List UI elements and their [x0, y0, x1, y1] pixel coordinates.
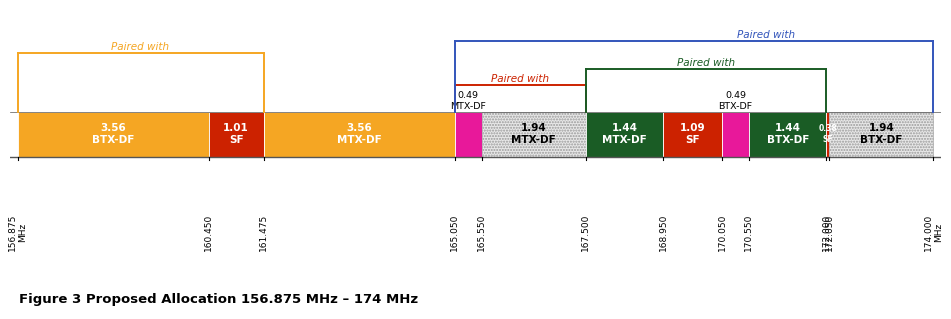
- Text: Paired with: Paired with: [492, 74, 550, 84]
- Bar: [664, 112, 722, 157]
- Text: Paired with: Paired with: [677, 58, 735, 68]
- Bar: [17, 112, 208, 157]
- Text: 1.09
SF: 1.09 SF: [680, 123, 706, 145]
- Bar: [263, 112, 455, 157]
- Bar: [208, 112, 263, 157]
- Bar: [829, 112, 934, 157]
- Bar: [586, 112, 664, 157]
- Text: 0.49
MTX-DF: 0.49 MTX-DF: [450, 91, 486, 111]
- Bar: [722, 112, 749, 157]
- Bar: [826, 112, 829, 157]
- Text: 1.01
SF: 1.01 SF: [223, 123, 249, 145]
- Text: 1.94
MTX-DF: 1.94 MTX-DF: [512, 123, 556, 145]
- Text: Paired with: Paired with: [111, 42, 169, 52]
- Text: 1.44
BTX-DF: 1.44 BTX-DF: [767, 123, 809, 145]
- Text: 0.38
SF: 0.38 SF: [819, 124, 837, 144]
- Text: 3.56
MTX-DF: 3.56 MTX-DF: [337, 123, 381, 145]
- Text: Paired with: Paired with: [737, 30, 795, 40]
- Bar: [455, 112, 481, 157]
- Text: Figure 3 Proposed Allocation 156.875 MHz – 174 MHz: Figure 3 Proposed Allocation 156.875 MHz…: [19, 293, 418, 306]
- Bar: [481, 112, 586, 157]
- Text: 1.94
BTX-DF: 1.94 BTX-DF: [860, 123, 902, 145]
- Text: 3.56
BTX-DF: 3.56 BTX-DF: [92, 123, 134, 145]
- Text: 0.49
BTX-DF: 0.49 BTX-DF: [719, 91, 752, 111]
- Text: 1.44
MTX-DF: 1.44 MTX-DF: [602, 123, 647, 145]
- Bar: [749, 112, 826, 157]
